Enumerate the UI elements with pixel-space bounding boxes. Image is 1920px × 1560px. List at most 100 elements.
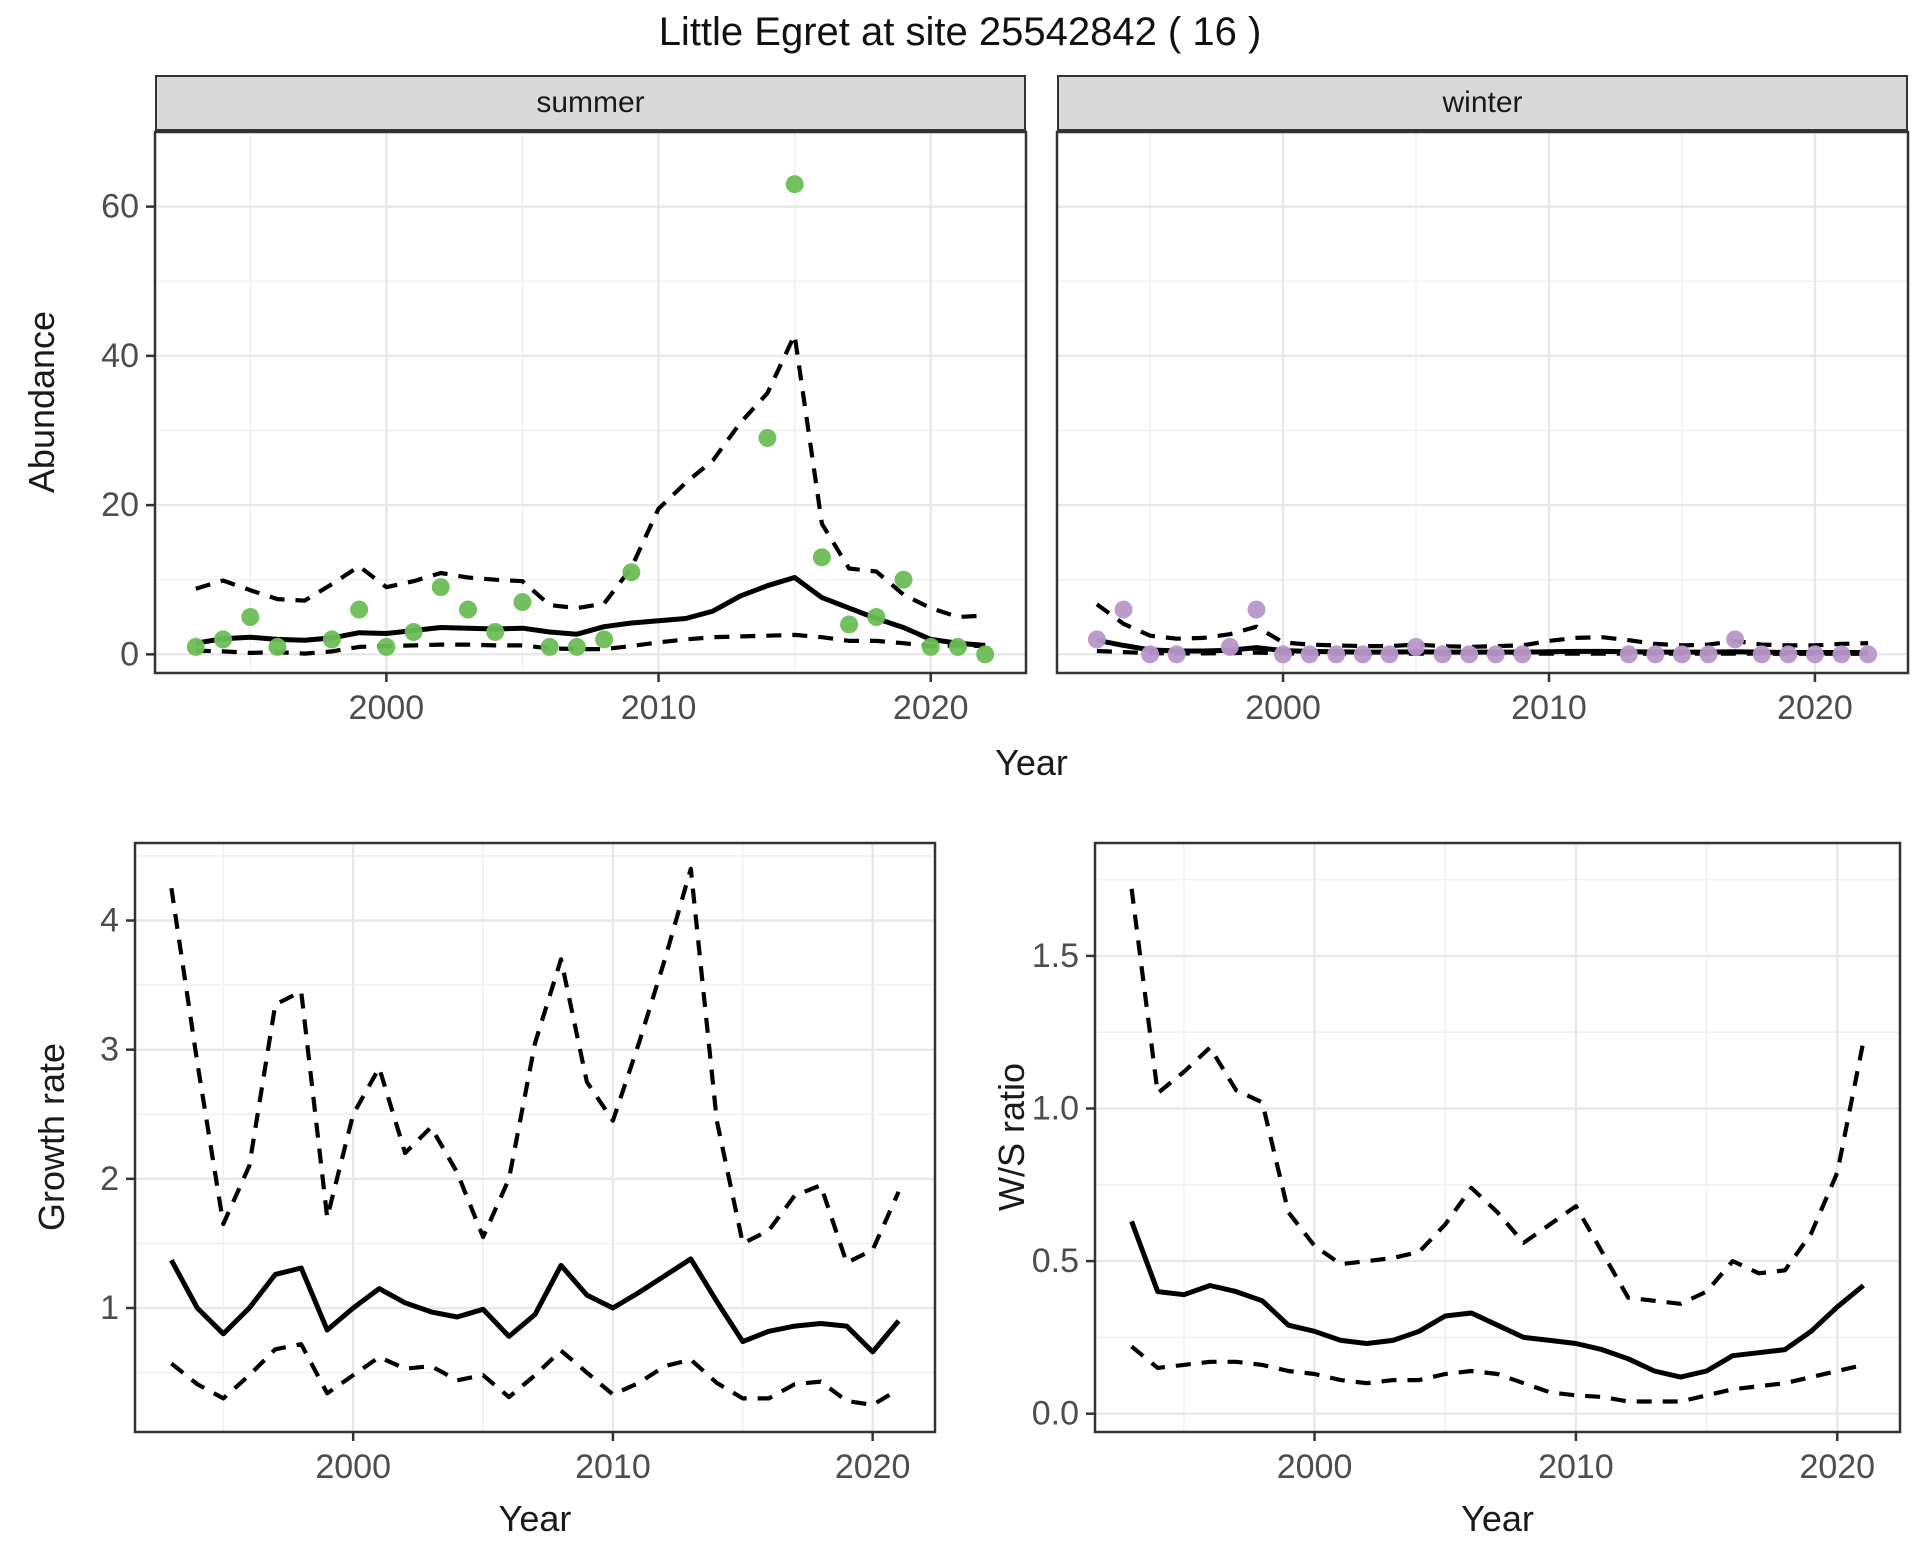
data-point xyxy=(1699,645,1718,664)
axis-ticks: 2000 2010 2020 0.0 0.5 1.0 1.5 xyxy=(1032,937,1875,1486)
x-tick-label: 2020 xyxy=(893,689,969,727)
data-point xyxy=(1141,645,1160,664)
data-point xyxy=(1646,645,1665,664)
x-tick-label: 2000 xyxy=(1245,689,1321,727)
data-point xyxy=(948,637,967,656)
x-axis-title-top: Year xyxy=(995,742,1068,783)
page-title: Little Egret at site 25542842 ( 16 ) xyxy=(658,10,1262,54)
data-point xyxy=(1407,637,1426,656)
growth-rate-model-fit xyxy=(169,1256,901,1355)
data-point xyxy=(1087,630,1106,649)
x-axis-title-growth: Year xyxy=(498,1498,572,1539)
data-point xyxy=(1859,645,1878,664)
x-tick-label: 2010 xyxy=(575,1448,651,1486)
x-tick-label: 2010 xyxy=(621,689,697,727)
data-point xyxy=(894,570,913,589)
data-point xyxy=(1433,645,1452,664)
facet-strip-winter: winter xyxy=(1057,75,1908,131)
x-axis-title-ws: Year xyxy=(1461,1498,1534,1539)
y-axis-title-ws: W/S ratio xyxy=(991,1062,1032,1212)
data-point xyxy=(1726,630,1745,649)
y-axis-title-growth: Growth rate xyxy=(31,1042,72,1232)
data-point xyxy=(1460,645,1479,664)
data-point xyxy=(840,615,859,634)
data-point xyxy=(1513,645,1532,664)
y-tick-label: 0 xyxy=(120,635,139,673)
growth-rate-ci-upper xyxy=(169,866,901,1265)
data-point xyxy=(1832,645,1851,664)
data-point xyxy=(595,630,614,649)
x-tick-label: 2000 xyxy=(349,689,425,727)
y-tick-label: 20 xyxy=(101,486,139,524)
y-tick-label: 40 xyxy=(101,337,139,375)
data-point xyxy=(1327,645,1346,664)
y-tick-label: 0.0 xyxy=(1032,1395,1079,1433)
data-point xyxy=(377,637,396,656)
abundance-summer-ci-lower xyxy=(195,632,986,656)
data-point xyxy=(758,428,777,447)
axis-ticks: 2000 2010 2020 xyxy=(1245,673,1853,727)
x-tick-label: 2020 xyxy=(835,1448,911,1486)
y-tick-label: 1.5 xyxy=(1032,937,1079,975)
facet-strip-summer: summer xyxy=(155,75,1026,131)
abundance-summer-panel: 2000 2010 2020 0 20 40 60 xyxy=(101,130,1028,727)
x-tick-label: 2000 xyxy=(315,1448,391,1486)
data-point xyxy=(268,637,287,656)
data-point xyxy=(1805,645,1824,664)
data-point xyxy=(1167,645,1186,664)
panel-border xyxy=(153,130,1028,675)
data-point xyxy=(486,622,505,641)
growth-rate-panel: 2000 2010 2020 1 2 3 4 xyxy=(100,841,937,1487)
axis-ticks: 2000 2010 2020 0 20 40 60 xyxy=(101,188,968,727)
abundance-winter-panel: 2000 2010 2020 xyxy=(1055,130,1910,727)
data-point xyxy=(1672,645,1691,664)
y-tick-label: 60 xyxy=(101,188,139,226)
y-tick-label: 1 xyxy=(100,1289,119,1327)
panel-border xyxy=(1093,841,1902,1434)
abundance-summer-observed-counts xyxy=(186,175,995,664)
axis-ticks: 2000 2010 2020 1 2 3 4 xyxy=(100,902,910,1487)
data-point xyxy=(976,645,995,664)
x-tick-label: 2000 xyxy=(1277,1448,1353,1486)
x-tick-label: 2010 xyxy=(1511,689,1587,727)
data-point xyxy=(1114,600,1133,619)
y-tick-label: 0.5 xyxy=(1032,1242,1079,1280)
data-point xyxy=(1779,645,1798,664)
panel-background xyxy=(1095,843,1900,1432)
data-point xyxy=(921,637,940,656)
data-point xyxy=(513,593,532,612)
data-point xyxy=(241,608,260,627)
data-point xyxy=(1380,645,1399,664)
ws-ratio-ci-upper xyxy=(1129,888,1866,1306)
panel-border xyxy=(1055,130,1910,675)
gridlines xyxy=(135,843,935,1432)
abundance-winter-observed-counts xyxy=(1087,600,1878,664)
facet-strip-winter-label: winter xyxy=(1442,86,1523,119)
panel-background xyxy=(155,132,1026,673)
panel-background xyxy=(135,843,935,1432)
data-point xyxy=(540,637,559,656)
data-point xyxy=(622,563,641,582)
data-point xyxy=(1619,645,1638,664)
data-point xyxy=(567,637,586,656)
panel-background xyxy=(1057,132,1908,673)
gridlines xyxy=(155,132,1026,673)
y-tick-label: 3 xyxy=(100,1031,119,1069)
data-point xyxy=(1220,637,1239,656)
y-tick-label: 1.0 xyxy=(1032,1090,1079,1128)
data-point xyxy=(322,630,341,649)
data-point xyxy=(404,622,423,641)
data-point xyxy=(1274,645,1293,664)
data-point xyxy=(1353,645,1372,664)
data-point xyxy=(186,637,205,656)
data-point xyxy=(350,600,369,619)
data-point xyxy=(459,600,478,619)
abundance-summer-ci-upper xyxy=(195,332,986,620)
ws-ratio-ci-lower xyxy=(1130,1344,1864,1404)
data-point xyxy=(812,548,831,567)
y-axis-title-abundance: Abundance xyxy=(21,310,62,494)
data-point xyxy=(785,175,804,194)
ws-ratio-panel: 2000 2010 2020 0.0 0.5 1.0 1.5 xyxy=(1032,841,1902,1486)
